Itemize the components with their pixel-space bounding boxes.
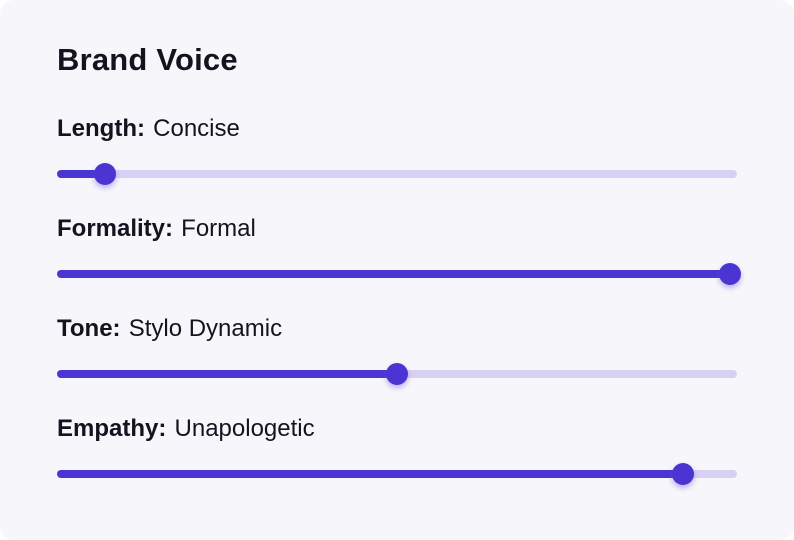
length-slider-thumb[interactable] xyxy=(93,163,116,185)
slider-label-value: Formal xyxy=(181,215,256,242)
slider-row-formality: Formality: Formal xyxy=(57,212,742,285)
slider-label: Length: Concise xyxy=(57,112,737,145)
page-title: Brand Voice xyxy=(57,42,238,77)
slider-label-value: Concise xyxy=(153,115,240,142)
empathy-slider-thumb[interactable] xyxy=(671,463,694,485)
formality-slider-thumb[interactable] xyxy=(719,263,742,285)
slider-label-key: Length: xyxy=(57,115,145,142)
slider-label: Formality: Formal xyxy=(57,212,737,245)
slider-label-key: Formality: xyxy=(57,215,174,242)
slider-row-empathy: Empathy: Unapologetic xyxy=(57,412,737,485)
length-slider-track[interactable] xyxy=(57,170,737,178)
empathy-slider-track[interactable] xyxy=(57,470,737,478)
slider-label-key: Tone: xyxy=(57,315,121,342)
formality-slider xyxy=(57,263,742,285)
formality-slider-track[interactable] xyxy=(57,270,737,278)
slider-row-length: Length: Concise xyxy=(57,112,737,185)
tone-slider xyxy=(57,363,737,385)
slider-label-key: Empathy: xyxy=(57,415,167,442)
slider-row-tone: Tone: Stylo Dynamic xyxy=(57,312,737,385)
slider-label: Tone: Stylo Dynamic xyxy=(57,312,737,345)
empathy-slider xyxy=(57,463,737,485)
length-slider xyxy=(57,163,737,185)
tone-slider-thumb[interactable] xyxy=(386,363,408,385)
slider-label-value: Unapologetic xyxy=(174,415,315,442)
slider-label: Empathy: Unapologetic xyxy=(57,412,737,445)
slider-label-value: Stylo Dynamic xyxy=(128,315,283,342)
